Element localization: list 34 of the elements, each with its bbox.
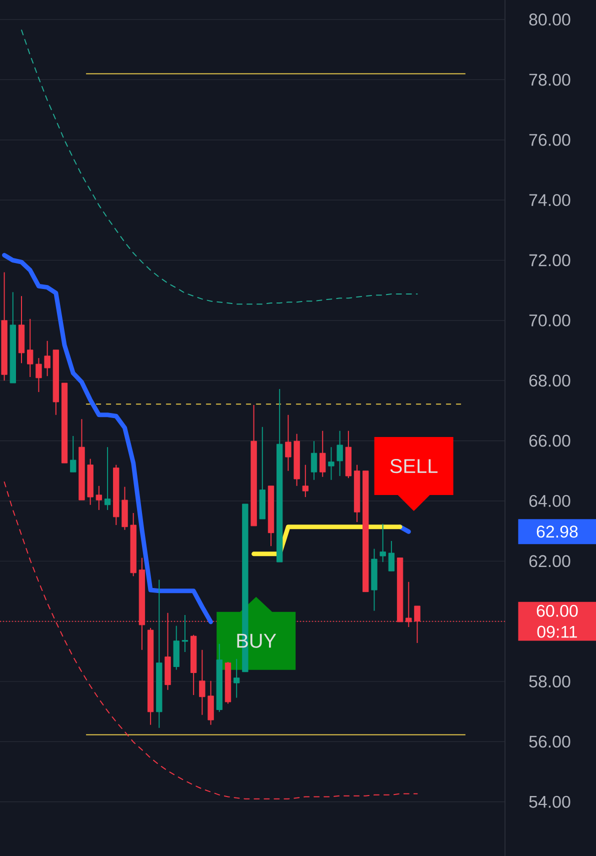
candlestick [328, 446, 334, 480]
y-tick-label: 54.00 [529, 796, 570, 808]
y-tick-label: 74.00 [529, 194, 570, 206]
y-tick-label: 80.00 [529, 14, 570, 26]
y-tick-label: 76.00 [529, 134, 570, 146]
candlestick [199, 649, 206, 716]
candlestick [233, 658, 240, 698]
y-tick-label: 58.00 [529, 675, 570, 688]
candlestick [388, 540, 395, 572]
candlestick [104, 446, 111, 510]
candlestick [302, 464, 308, 498]
y-tick-label: 78.00 [529, 74, 570, 86]
y-tick-label: 66.00 [529, 434, 570, 447]
candlestick [96, 485, 102, 510]
ref-line-label: 60.00 09:11 [536, 604, 578, 638]
y-tick-label: 62.00 [529, 555, 570, 568]
candlestick [380, 523, 386, 563]
y-tick-label: 72.00 [529, 254, 570, 266]
y-tick-label: 70.00 [529, 314, 570, 326]
candlestick [285, 414, 292, 472]
candlestick [310, 440, 318, 480]
y-tick-label: 68.00 [529, 374, 570, 387]
text: 62.98 [536, 526, 578, 538]
candlestick [320, 430, 326, 478]
candlestick [182, 614, 188, 652]
y-tick-label: 64.00 [529, 494, 570, 507]
candlestick [70, 435, 76, 473]
candlestick [36, 358, 42, 393]
candlestick [44, 340, 50, 377]
y-tick-label: 56.00 [529, 736, 570, 748]
candlestick [27, 318, 34, 378]
annotation: SELL [390, 459, 438, 474]
annotation: BUY [237, 634, 276, 648]
candlestick [336, 430, 343, 476]
